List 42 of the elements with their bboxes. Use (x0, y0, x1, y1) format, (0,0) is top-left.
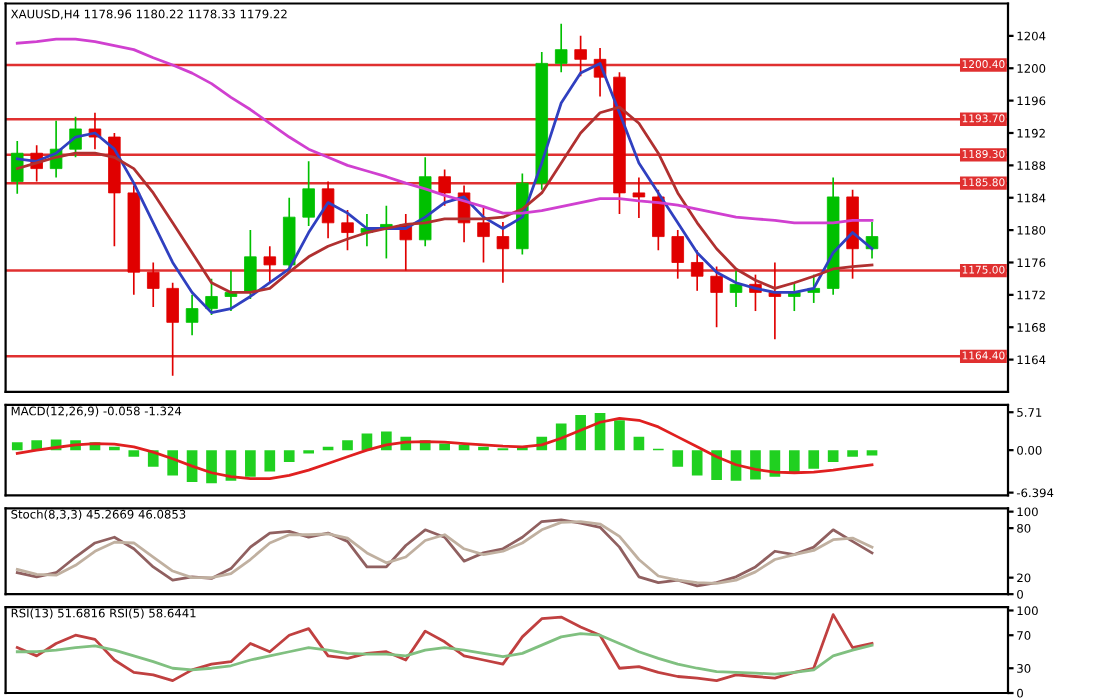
candlestick (554, 22, 568, 74)
bar (264, 450, 276, 472)
line-series (15, 632, 874, 676)
bar (575, 414, 586, 451)
candlestick (438, 168, 451, 207)
candlestick (729, 269, 743, 308)
bar (614, 420, 625, 451)
bar (847, 450, 858, 457)
bar (711, 450, 722, 481)
candlestick (496, 221, 510, 284)
bar (283, 450, 295, 463)
bar (439, 443, 450, 451)
candlestick (341, 209, 354, 252)
candlestick (244, 229, 257, 300)
bar (788, 450, 800, 474)
candlestick (710, 265, 723, 329)
candlestick (574, 35, 587, 78)
bar (750, 450, 761, 480)
candlestick (185, 294, 199, 337)
candlestick (166, 281, 179, 377)
bar (672, 450, 684, 467)
bar (206, 450, 217, 484)
candlestick (477, 204, 490, 264)
bar (827, 450, 839, 463)
candlestick (282, 196, 296, 272)
candlestick (146, 261, 160, 308)
line-series (15, 416, 874, 481)
candlestick (321, 180, 335, 240)
candlestick (632, 176, 646, 219)
bar (245, 450, 256, 477)
bar (691, 450, 703, 476)
candlestick (263, 245, 277, 284)
bar (11, 442, 23, 451)
bar (128, 450, 140, 457)
bar (342, 440, 353, 451)
candlestick (205, 277, 218, 316)
candlestick (690, 249, 704, 292)
bar (808, 450, 820, 469)
candlestick (652, 188, 665, 252)
candlestick (671, 229, 684, 280)
bar (633, 436, 645, 451)
candlestick (302, 160, 315, 227)
